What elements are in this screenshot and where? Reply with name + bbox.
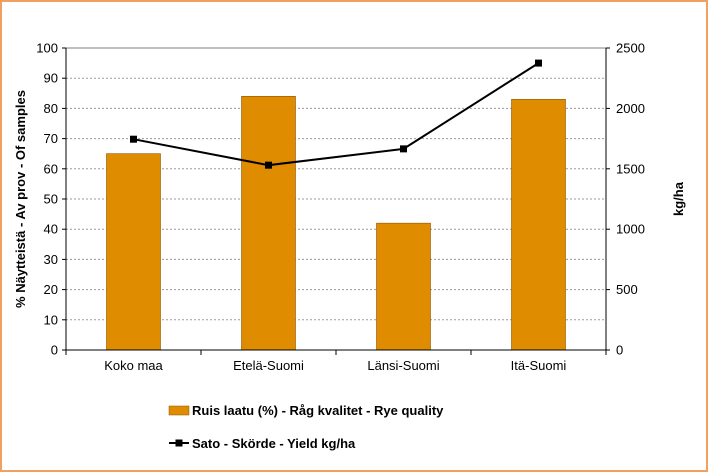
yield-marker-3 [400, 145, 407, 153]
y-tick-label: 10 [44, 312, 58, 327]
y2-axis-title: kg/ha [671, 181, 686, 216]
bar-3 [376, 222, 431, 351]
y2-tick-label: 0 [616, 343, 623, 358]
legend-label-line: Sato - Skörde - Yield kg/ha [192, 436, 356, 451]
legend-swatch-bar [168, 405, 190, 416]
legend-marker [175, 439, 183, 447]
bar-series [106, 96, 566, 351]
x-tick-label: Koko maa [104, 358, 163, 373]
y2-tick-label: 1500 [616, 161, 645, 176]
y-tick-label: 70 [44, 131, 58, 146]
yield-line [133, 62, 540, 167]
line-series [130, 59, 542, 169]
y2-tick-label: 500 [616, 282, 638, 297]
y-tick-label: 20 [44, 282, 58, 297]
legend-label-bar: Ruis laatu (%) - Råg kvalitet - Rye qual… [192, 403, 444, 418]
yield-marker-1 [130, 135, 137, 143]
bar-4 [511, 99, 566, 351]
yield-marker-4 [535, 59, 542, 67]
y-axis-title: % Näytteistä - Av prov - Of samples [13, 90, 28, 308]
legend: Ruis laatu (%) - Råg kvalitet - Rye qual… [168, 403, 444, 451]
y2-tick-label: 2500 [616, 41, 645, 56]
y-tick-label: 80 [44, 101, 58, 116]
x-tick-label: Länsi-Suomi [367, 358, 439, 373]
x-tick-label: Etelä-Suomi [233, 358, 304, 373]
y-tick-label: 90 [44, 71, 58, 86]
y-tick-label: 100 [36, 41, 58, 56]
y-tick-label: 50 [44, 192, 58, 207]
y2-tick-label: 2000 [616, 101, 645, 116]
axes: 0102030405060708090100050010001500200025… [36, 41, 645, 374]
y2-tick-label: 1000 [616, 222, 645, 237]
bar-1 [106, 153, 161, 351]
y-tick-label: 40 [44, 222, 58, 237]
y-tick-label: 60 [44, 161, 58, 176]
y-tick-label: 0 [51, 343, 58, 358]
bar-2 [241, 96, 296, 351]
yield-marker-2 [265, 161, 272, 169]
y-tick-label: 30 [44, 252, 58, 267]
x-tick-label: Itä-Suomi [511, 358, 567, 373]
